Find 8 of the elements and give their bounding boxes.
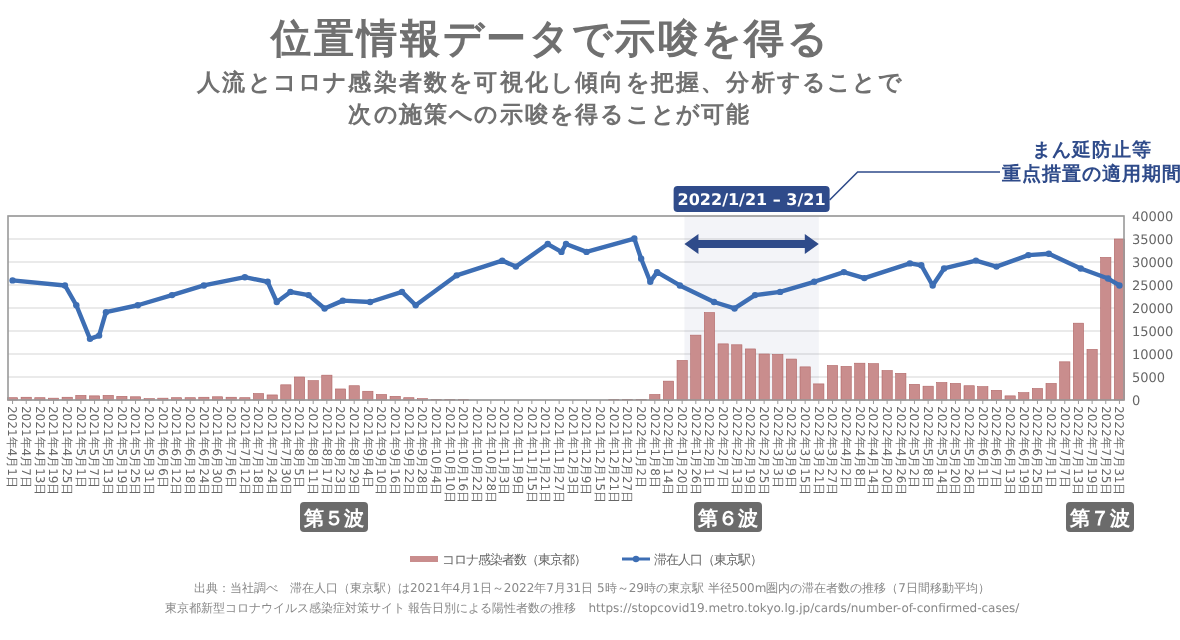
chart-subtitle: 人流とコロナ感染者数を可視化し傾向を把握、分析することで次の施策への示唆を得ることが可能 xyxy=(195,66,905,130)
text: まん延防止等 xyxy=(1032,138,1152,162)
band-label: 2022/1/21 – 3/21 xyxy=(677,191,827,209)
text: 第７波 xyxy=(1068,507,1132,531)
text: 第６波 xyxy=(696,507,760,531)
chart-title: 位置情報データで示唆を得る xyxy=(268,14,830,62)
text: 第５波 xyxy=(302,507,366,531)
text: 重点措置の適用期間 xyxy=(1000,162,1180,186)
